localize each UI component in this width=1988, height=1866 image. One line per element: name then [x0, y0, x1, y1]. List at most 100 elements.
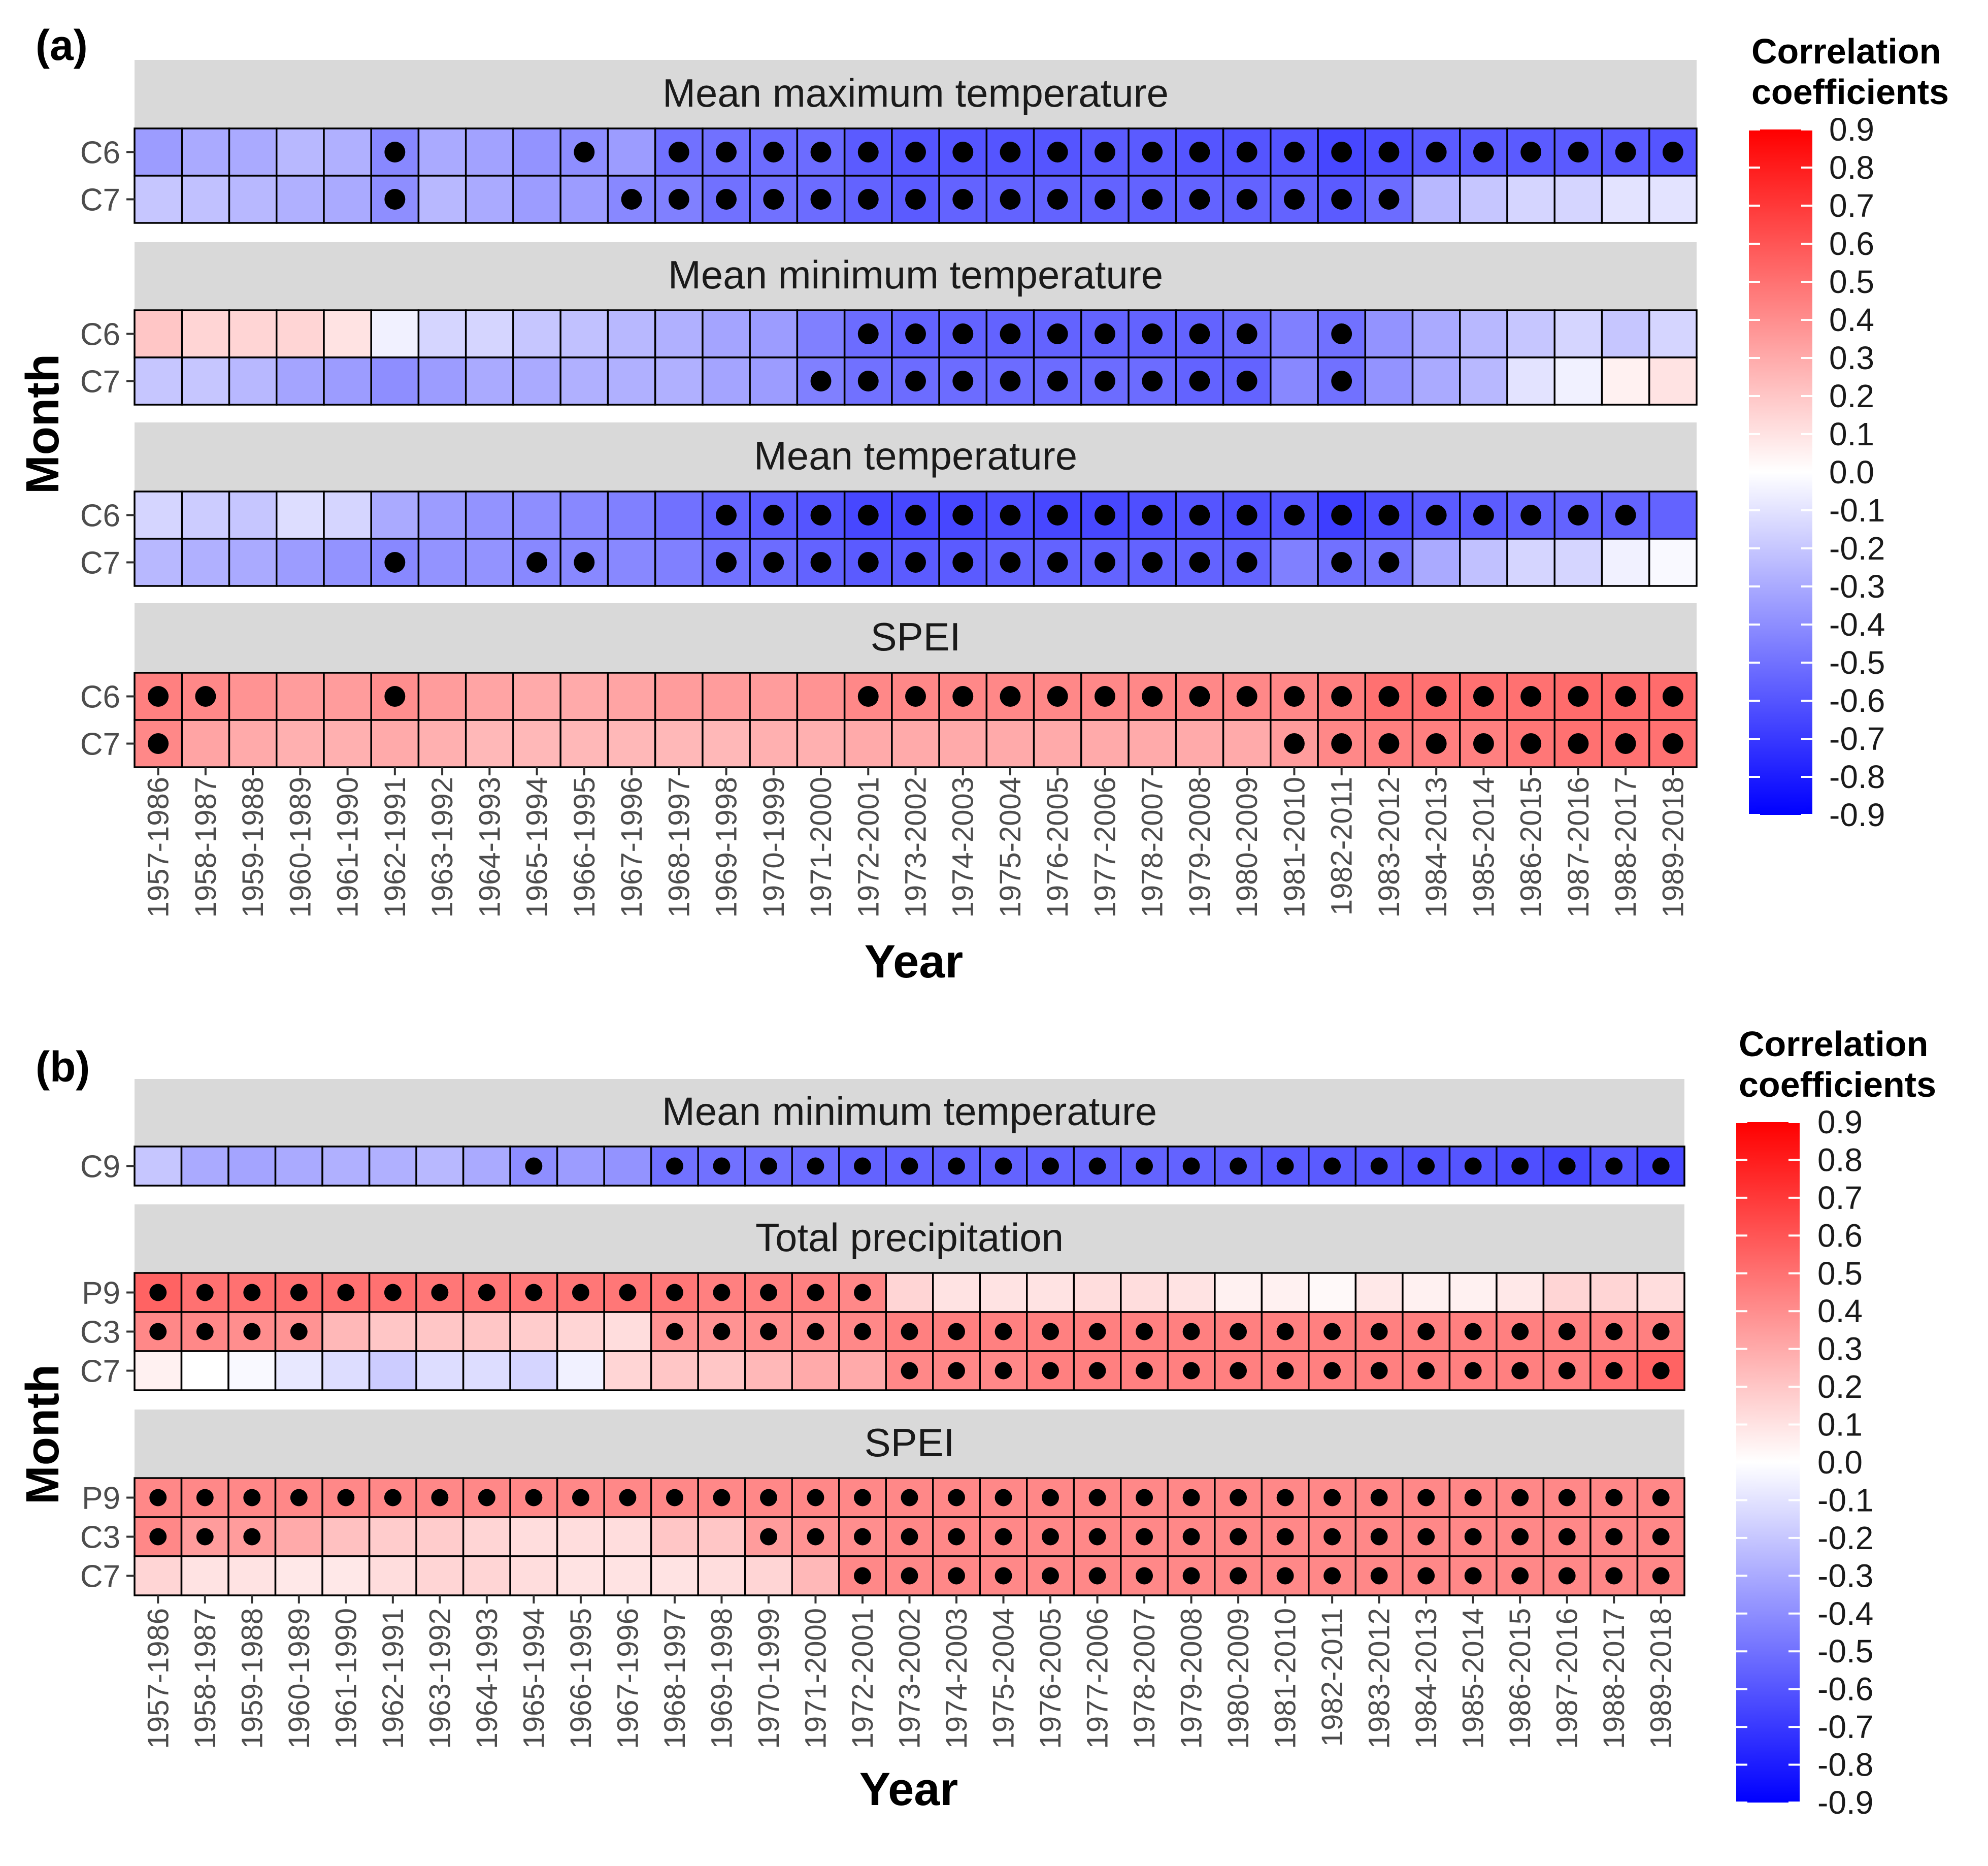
heatmap-cell — [1459, 309, 1508, 358]
significance-dot — [1615, 142, 1636, 162]
significance-dot — [1331, 686, 1352, 707]
heatmap-cell — [1222, 719, 1272, 768]
heatmap-cell — [607, 127, 656, 177]
heatmap-cell — [697, 1350, 746, 1391]
significance-dot — [760, 1284, 777, 1301]
heatmap-cell — [702, 672, 751, 721]
significance-dot — [1000, 189, 1021, 210]
significance-dot — [148, 733, 169, 754]
significance-dot — [1370, 1567, 1388, 1585]
significance-dot — [1511, 1567, 1529, 1585]
significance-dot — [807, 1528, 824, 1546]
significance-dot — [1283, 686, 1305, 707]
x-tick-label: 1985-2014 — [1467, 777, 1500, 918]
significance-dot — [1189, 323, 1210, 344]
significance-dot — [1378, 733, 1400, 754]
significance-dot — [243, 1284, 261, 1301]
heatmap-cell — [697, 1311, 746, 1352]
significance-dot — [1230, 1528, 1247, 1546]
significance-dot — [1652, 1157, 1670, 1175]
legend-tick-label: 0.1 — [1829, 416, 1874, 452]
x-tick-label: 1987-2016 — [1562, 777, 1595, 918]
significance-dot — [1558, 1157, 1576, 1175]
legend-tick-label: -0.7 — [1829, 721, 1885, 757]
significance-dot — [760, 1528, 777, 1546]
heatmap-cell — [1308, 1272, 1357, 1313]
significance-dot — [666, 1284, 683, 1301]
significance-dot — [337, 1489, 355, 1507]
heatmap-cell — [702, 309, 751, 358]
significance-dot — [1095, 552, 1115, 573]
heatmap-cell — [134, 127, 183, 177]
y-tick-label: C7 — [80, 365, 120, 400]
facet-strip — [135, 242, 1697, 310]
x-tick-label: 1983-2012 — [1363, 1608, 1396, 1749]
heatmap-cell — [321, 1145, 371, 1187]
heatmap-cell — [368, 1555, 417, 1596]
y-axis-label: Month — [17, 1364, 69, 1504]
significance-dot — [1615, 505, 1636, 526]
heatmap-cell — [1080, 127, 1130, 177]
heatmap-cell — [417, 175, 467, 224]
significance-dot — [713, 1284, 731, 1301]
significance-dot — [1042, 1567, 1059, 1585]
significance-dot — [1095, 323, 1115, 344]
significance-dot — [905, 505, 926, 526]
heatmap-cell — [509, 1516, 558, 1557]
facet-title: Mean temperature — [754, 433, 1077, 478]
significance-dot — [666, 1323, 683, 1340]
significance-dot — [1464, 1567, 1482, 1585]
heatmap-cell — [370, 309, 420, 358]
x-tick-label: 1963-1992 — [426, 777, 459, 918]
significance-dot — [1605, 1323, 1623, 1340]
x-tick-label: 1979-2008 — [1175, 1608, 1208, 1749]
heatmap-cell — [603, 1145, 652, 1187]
significance-dot — [431, 1284, 449, 1301]
heatmap-cell — [415, 1516, 465, 1557]
significance-dot — [1142, 505, 1163, 526]
heatmap-cell — [650, 1350, 699, 1391]
significance-dot — [1652, 1323, 1670, 1340]
x-tick-label: 1973-2002 — [893, 1608, 926, 1749]
significance-dot — [1662, 142, 1683, 162]
legend-tick-label: -0.4 — [1829, 606, 1885, 643]
significance-dot — [1095, 189, 1115, 210]
significance-dot — [854, 1528, 871, 1546]
significance-dot — [857, 371, 879, 391]
significance-dot — [1000, 505, 1021, 526]
heatmap-cell — [744, 1555, 793, 1596]
heatmap-cell — [791, 1555, 840, 1596]
significance-dot — [1189, 552, 1210, 573]
x-tick-label: 1970-1999 — [752, 1608, 785, 1749]
y-tick-label: C3 — [80, 1520, 120, 1555]
heatmap-cell — [1214, 1272, 1263, 1313]
significance-dot — [1283, 142, 1305, 162]
x-tick-label: 1976-2005 — [1034, 1608, 1067, 1749]
heatmap-cell — [1364, 672, 1414, 721]
heatmap-cell — [838, 1350, 887, 1391]
significance-dot — [1047, 142, 1068, 162]
significance-dot — [1662, 733, 1683, 754]
x-tick-label: 1968-1997 — [662, 777, 695, 918]
significance-dot — [1558, 1528, 1576, 1546]
x-tick-label: 1965-1994 — [521, 777, 554, 918]
significance-dot — [1236, 552, 1257, 573]
significance-dot — [1568, 733, 1589, 754]
heatmap-cell — [370, 719, 420, 768]
heatmap-cell — [321, 1516, 371, 1557]
legend-tick-label: -0.1 — [1829, 492, 1885, 529]
heatmap-cell — [1601, 356, 1650, 406]
x-tick-label: 1988-2017 — [1609, 777, 1642, 918]
heatmap-cell — [368, 1516, 417, 1557]
legend-tick-label: 0.0 — [1817, 1444, 1863, 1481]
legend-tick-label: 0.9 — [1829, 111, 1874, 148]
significance-dot — [857, 505, 879, 526]
significance-dot — [713, 1489, 731, 1507]
legend-tick-label: 0.4 — [1829, 302, 1874, 338]
heatmap-cell — [654, 719, 704, 768]
significance-dot — [716, 552, 737, 573]
significance-dot — [619, 1284, 637, 1301]
significance-dot — [1464, 1157, 1482, 1175]
x-tick-label: 1971-2000 — [799, 1608, 832, 1749]
significance-dot — [195, 686, 216, 707]
